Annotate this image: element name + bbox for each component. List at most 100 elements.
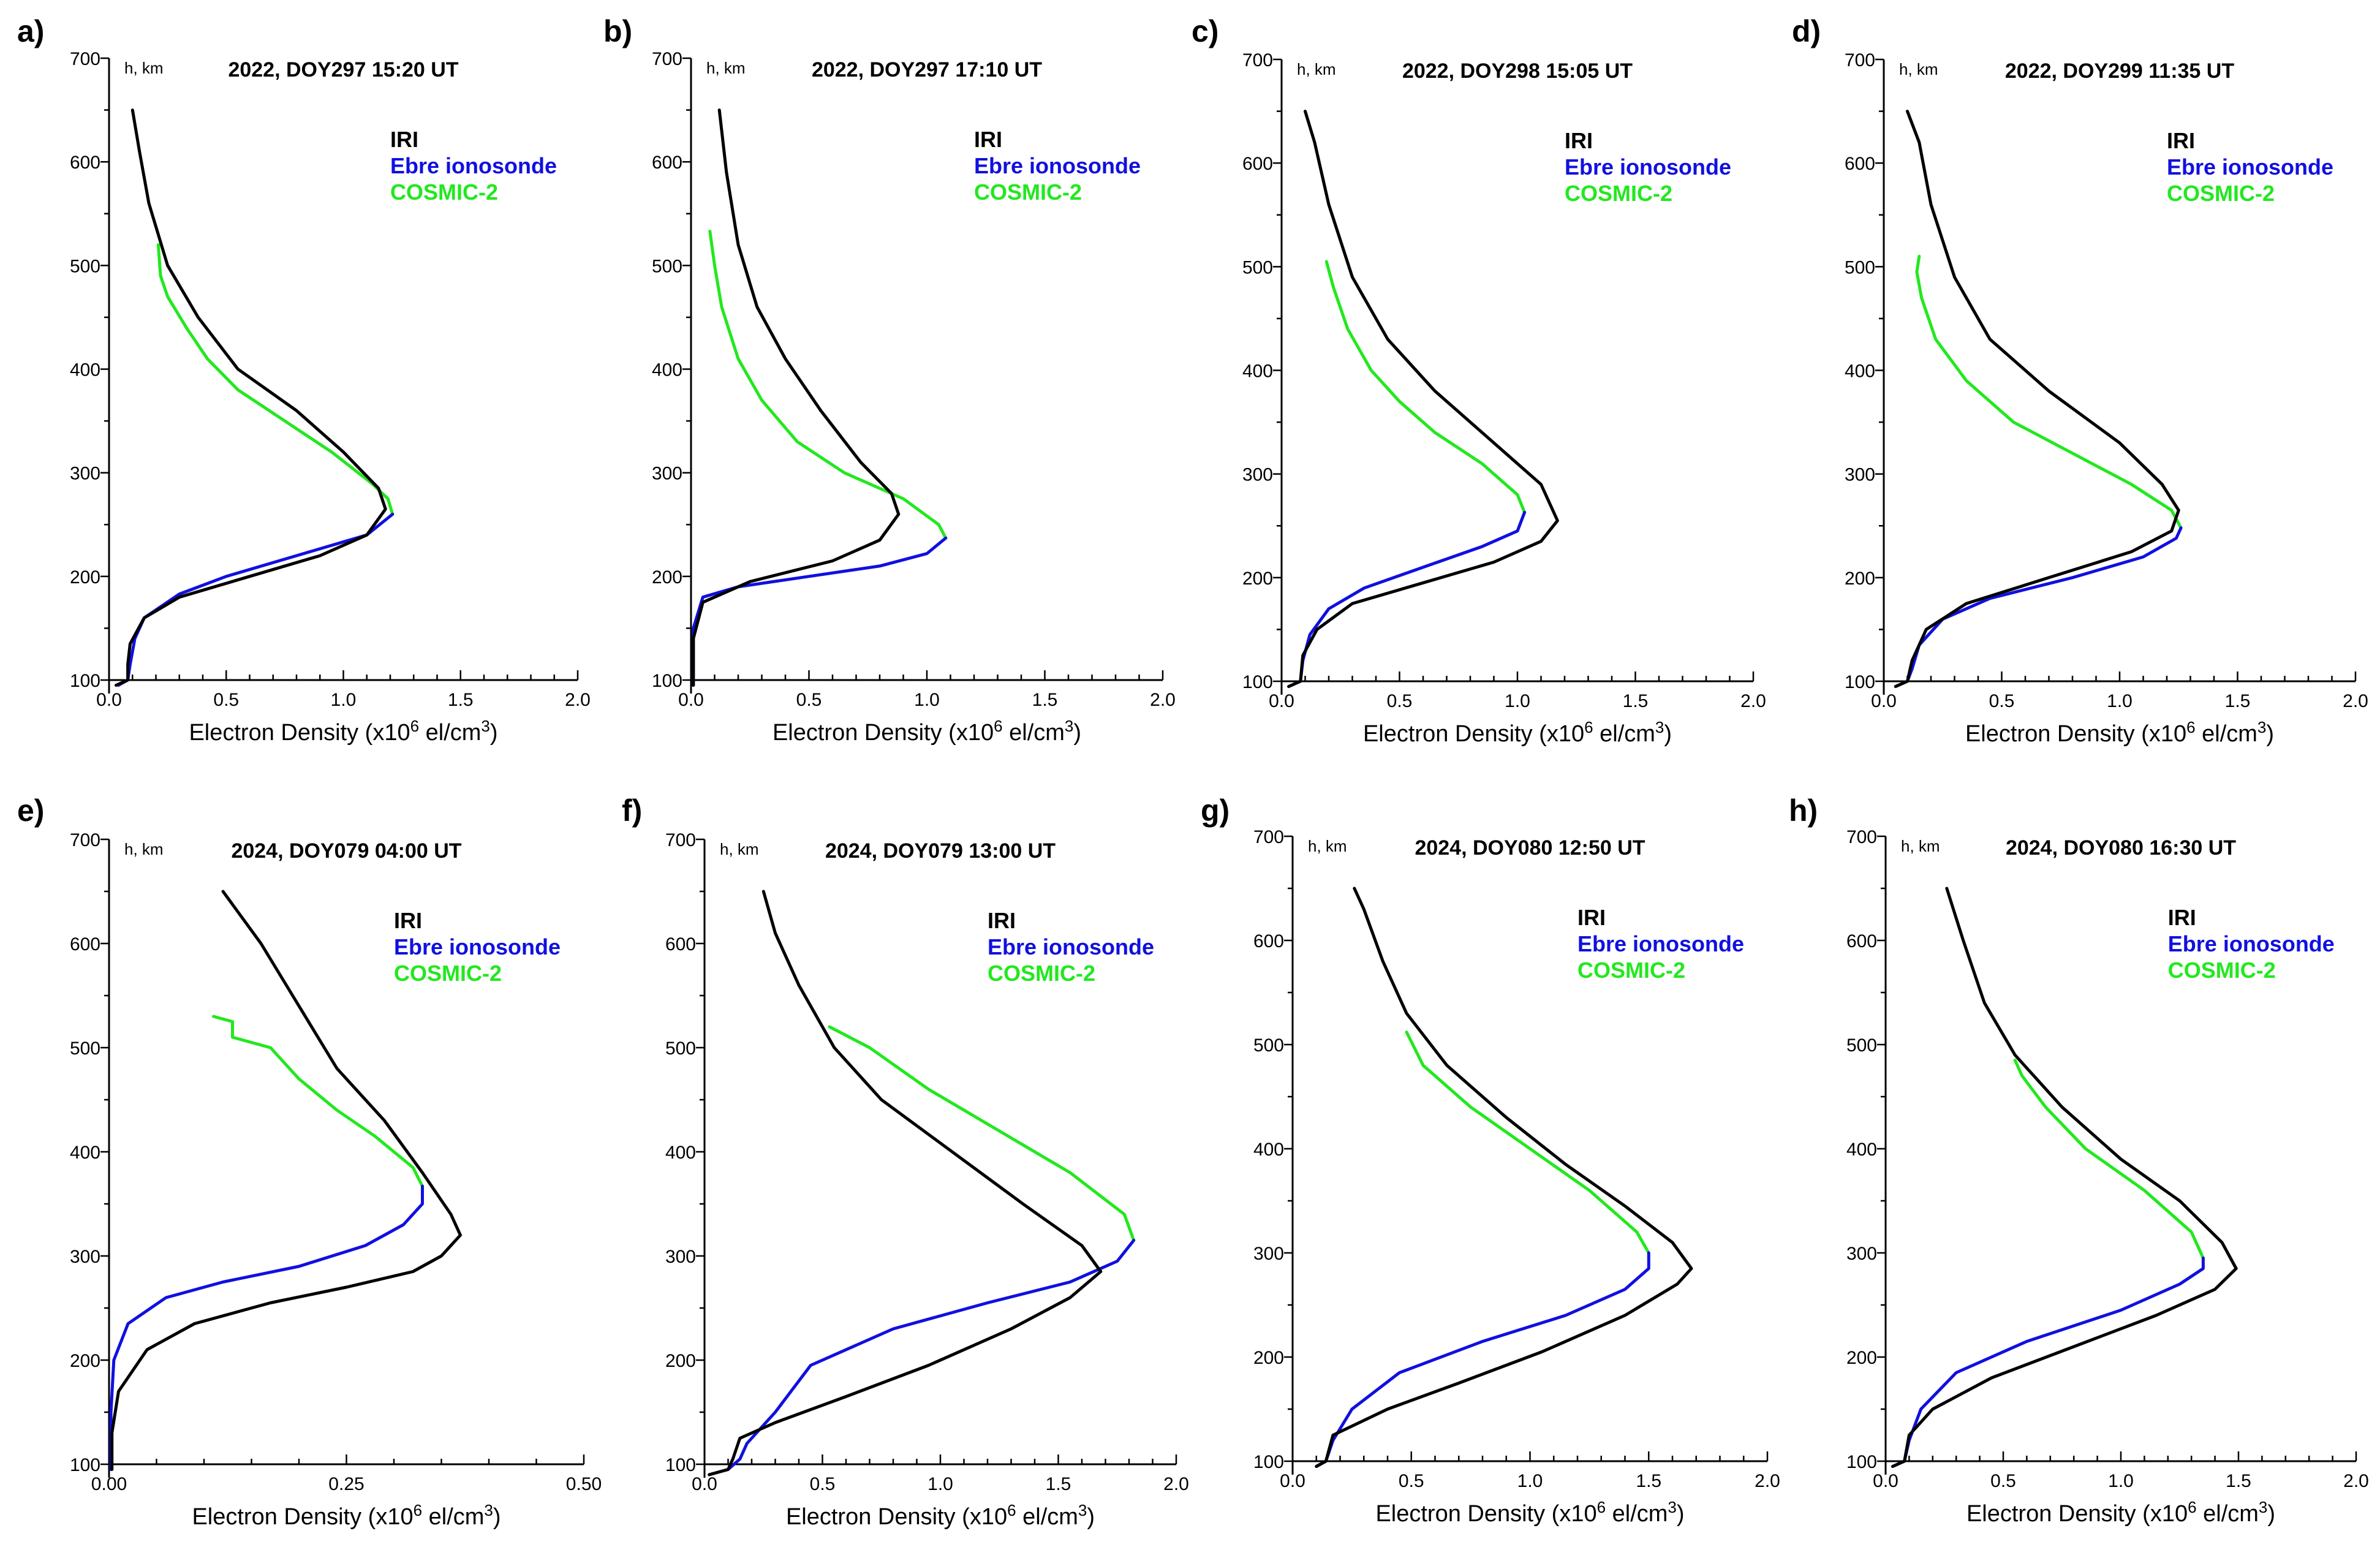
x-tick-label: 2.0	[1163, 1474, 1189, 1494]
x-tick-label: 0.5	[810, 1474, 836, 1494]
y-tick-label: 100	[70, 1455, 100, 1475]
y-tick-label: 300	[1845, 465, 1875, 485]
chart-panel-5: e) 0.00 0.25 0.50 100 200 300 400 500 600 700 h, km…	[17, 793, 602, 1530]
y-tick-label: 700	[652, 49, 682, 69]
legend-item-iri: IRI	[2168, 905, 2196, 930]
x-axis-label: Electron Density (x106 el/cm3)	[1966, 1498, 2275, 1527]
y-tick-label: 200	[1242, 569, 1273, 589]
panel-label: e)	[17, 793, 44, 828]
chart-title: 2024, DOY080 16:30 UT	[2006, 836, 2236, 860]
y-tick-label: 200	[70, 567, 100, 588]
series-line-cosmic-2	[212, 1015, 424, 1188]
y-tick-label: 200	[1253, 1348, 1284, 1368]
series-line-iri	[1894, 110, 2180, 688]
y-tick-label: 400	[1846, 1140, 1877, 1160]
x-tick-label: 1.0	[331, 690, 357, 710]
y-tick-label: 700	[70, 830, 100, 850]
legend-item-iri: IRI	[2167, 128, 2195, 153]
x-tick-label: 0.0	[1871, 691, 1897, 711]
x-tick-label: 1.5	[448, 690, 474, 710]
series-line-ebre-ionosonde	[692, 536, 948, 687]
chart-title: 2022, DOY297 15:20 UT	[228, 58, 458, 81]
x-tick-label: 2.0	[565, 690, 591, 710]
y-tick-label: 700	[1846, 827, 1877, 847]
x-tick-label: 1.5	[1636, 1471, 1661, 1491]
panel-label: f)	[622, 793, 642, 828]
panel-label: b)	[603, 14, 632, 48]
x-axis-label: Electron Density (x106 el/cm3)	[192, 1501, 501, 1530]
panel-label: g)	[1201, 793, 1230, 828]
y-tick-label: 400	[1845, 361, 1875, 382]
y-tick-label: 200	[665, 1351, 696, 1371]
y-tick-label: 600	[665, 934, 696, 955]
y-tick-label: 400	[1253, 1140, 1284, 1160]
y-tick-label: 100	[665, 1455, 696, 1475]
y-axis-label: h, km	[124, 840, 164, 858]
y-tick-label: 300	[70, 464, 100, 484]
x-tick-label: 0.25	[328, 1474, 364, 1494]
y-tick-label: 500	[70, 1038, 100, 1059]
x-tick-label: 1.5	[2225, 691, 2251, 711]
y-tick-label: 400	[652, 360, 682, 380]
y-tick-label: 400	[1242, 361, 1273, 382]
series-line-iri	[692, 108, 901, 687]
legend-item-iri: IRI	[974, 127, 1002, 152]
y-tick-label: 200	[652, 567, 682, 588]
y-axis-label: h, km	[720, 840, 759, 858]
series-line-cosmic-2	[1915, 254, 2183, 530]
legend-item-ebre-ionosonde: Ebre ionosonde	[1577, 931, 1744, 956]
y-tick-label: 600	[652, 153, 682, 173]
series-line-iri	[708, 890, 1103, 1477]
panel-label: a)	[17, 14, 44, 48]
panel-label: c)	[1192, 14, 1218, 48]
x-tick-label: 1.0	[927, 1474, 953, 1494]
x-tick-label: 2.0	[1740, 691, 1766, 711]
legend-item-cosmic-2: COSMIC-2	[988, 961, 1095, 986]
y-axis-label: h, km	[1297, 60, 1336, 78]
legend-item-iri: IRI	[1577, 905, 1606, 930]
series-line-cosmic-2	[708, 230, 948, 540]
y-tick-label: 200	[1846, 1348, 1877, 1368]
y-tick-label: 300	[70, 1247, 100, 1267]
chart-title: 2022, DOY297 17:10 UT	[812, 58, 1042, 81]
legend-item-iri: IRI	[1565, 128, 1593, 153]
y-tick-label: 300	[665, 1247, 696, 1267]
legend-item-iri: IRI	[988, 908, 1016, 933]
y-tick-label: 600	[1845, 154, 1875, 174]
x-tick-label: 0.5	[796, 690, 822, 710]
legend-item-cosmic-2: COSMIC-2	[1565, 181, 1672, 206]
y-tick-label: 100	[1253, 1452, 1284, 1472]
x-tick-label: 1.0	[1517, 1471, 1543, 1491]
x-tick-label: 0.0	[1280, 1471, 1305, 1491]
x-tick-label: 1.5	[1623, 691, 1649, 711]
y-tick-label: 300	[1242, 465, 1273, 485]
chart-panel-8: h) 0.0 0.5 1.0 1.5 2.0 100 200 300 400 500 600 700 h,…	[1789, 793, 2369, 1527]
y-tick-label: 500	[70, 256, 100, 276]
chart-panel-6: f) 0.0 0.5 1.0 1.5 2.0 100 200 300 400 500 600 700 h,…	[622, 793, 1189, 1530]
chart-panel-4: d) 0.0 0.5 1.0 1.5 2.0 100 200 300 400 500 600 700 h,…	[1792, 14, 2368, 747]
legend-item-cosmic-2: COSMIC-2	[974, 180, 1082, 205]
y-tick-label: 100	[70, 671, 100, 691]
series-line-cosmic-2	[1405, 1030, 1650, 1255]
legend-item-ebre-ionosonde: Ebre ionosonde	[2168, 931, 2335, 956]
series-line-iri	[110, 890, 462, 1471]
y-tick-label: 600	[1242, 154, 1273, 174]
x-tick-label: 1.5	[1046, 1474, 1071, 1494]
y-tick-label: 300	[1253, 1244, 1284, 1264]
chart-panel-3: c) 0.0 0.5 1.0 1.5 2.0 100 200 300 400 500 600 700 h,…	[1192, 14, 1766, 747]
y-tick-label: 300	[1846, 1244, 1877, 1264]
y-tick-label: 700	[1845, 50, 1875, 70]
x-axis-label: Electron Density (x106 el/cm3)	[786, 1501, 1095, 1530]
legend-item-ebre-ionosonde: Ebre ionosonde	[1565, 154, 1731, 180]
x-tick-label: 0.00	[91, 1474, 127, 1494]
y-tick-label: 200	[70, 1351, 100, 1371]
y-tick-label: 100	[1242, 672, 1273, 692]
series-line-iri	[1891, 887, 2238, 1468]
legend-item-ebre-ionosonde: Ebre ionosonde	[390, 153, 557, 178]
y-tick-label: 400	[70, 1143, 100, 1163]
y-tick-label: 700	[665, 830, 696, 850]
y-axis-label: h, km	[1901, 837, 1940, 855]
y-tick-label: 200	[1845, 569, 1875, 589]
y-tick-label: 700	[1242, 50, 1273, 70]
y-tick-label: 500	[665, 1038, 696, 1059]
